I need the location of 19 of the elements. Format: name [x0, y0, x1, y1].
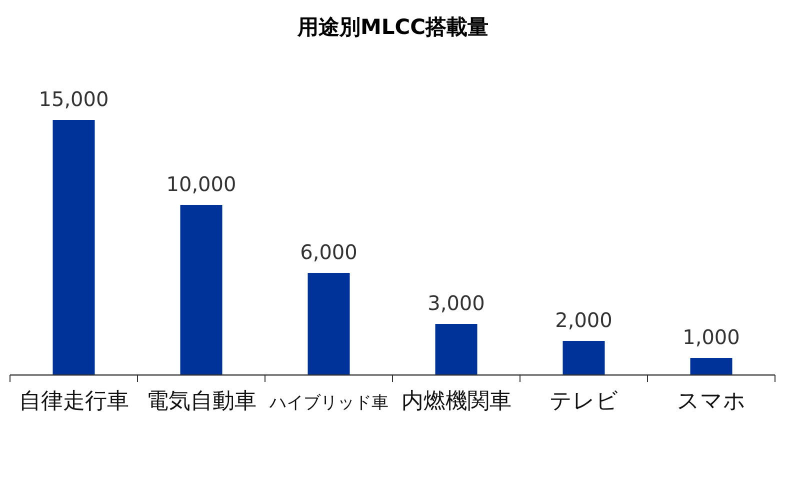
bar	[690, 358, 732, 375]
data-label: 10,000	[166, 172, 236, 196]
x-tick-label: 電気自動車	[146, 389, 256, 414]
x-tick-label: 内燃機関車	[401, 389, 512, 414]
data-label: 1,000	[682, 325, 740, 349]
bar	[180, 205, 222, 375]
bar	[562, 341, 605, 375]
chart-title: 用途別MLCC搭載量	[296, 15, 489, 39]
bar	[435, 324, 478, 375]
x-tick-label: スマホ	[676, 389, 746, 414]
bar	[52, 120, 95, 375]
data-label: 3,000	[428, 291, 485, 315]
x-tick-label: ハイブリッド車	[268, 393, 388, 413]
bar	[308, 273, 350, 375]
data-label: 2,000	[555, 308, 612, 332]
x-tick-label: 自律走行車	[18, 389, 129, 414]
data-label: 15,000	[38, 87, 109, 111]
x-tick-label: テレビ	[549, 389, 618, 414]
data-label: 6,000	[300, 240, 358, 264]
